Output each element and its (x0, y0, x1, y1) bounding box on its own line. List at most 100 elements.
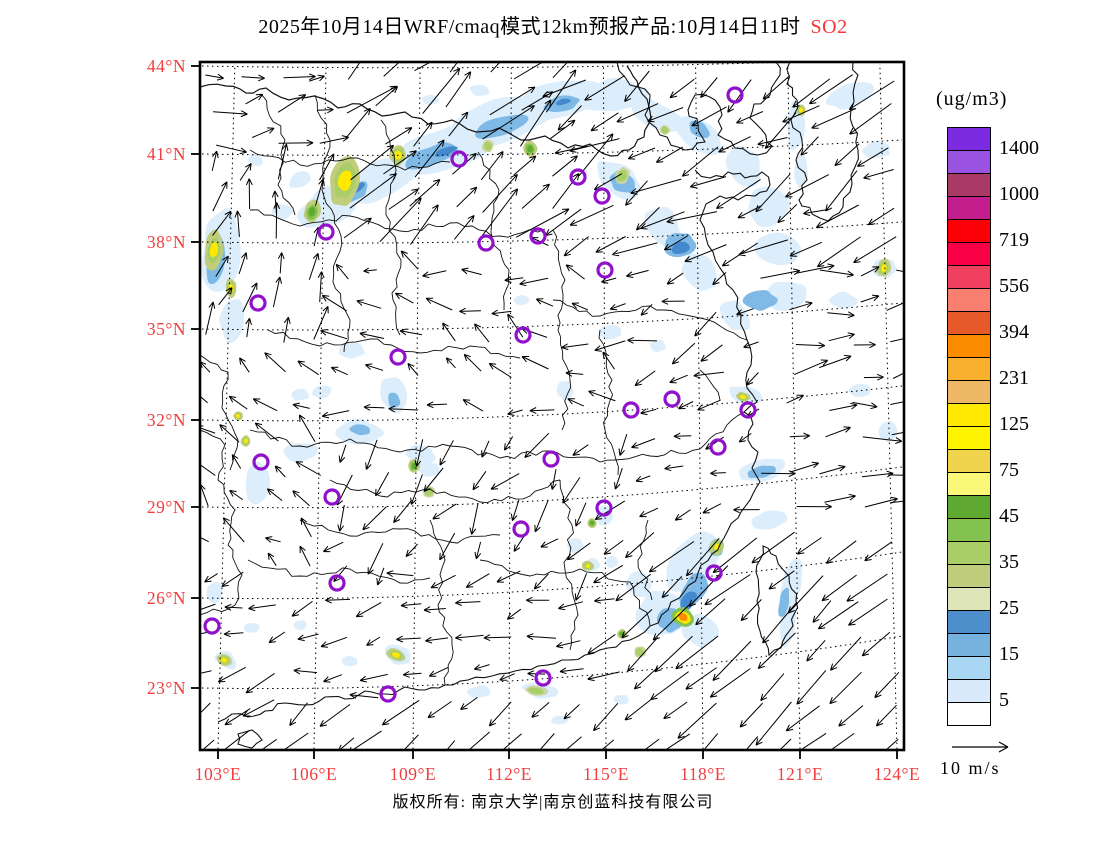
wind-arrow (691, 106, 727, 127)
wind-arrow (830, 636, 862, 671)
wind-arrow (333, 565, 348, 583)
so2-hotspot (426, 489, 432, 495)
page-title: 2025年10月14日WRF/cmaq模式12km预报产品:10月14日11时 S… (258, 10, 847, 39)
station-marker (512, 520, 530, 538)
wind-arrow (273, 202, 281, 239)
wind-arrow (473, 664, 490, 671)
so2-patch (469, 84, 490, 96)
wind-arrow (292, 490, 310, 507)
wind-arrow (677, 702, 717, 739)
latitude-gridline (201, 302, 903, 331)
wind-arrow (414, 62, 432, 72)
wind-arrow (542, 79, 586, 98)
wind-arrow (890, 401, 904, 405)
wind-arrow (733, 506, 760, 514)
so2-patch (625, 571, 652, 598)
wind-arrow (388, 188, 419, 210)
station-marker (203, 617, 221, 635)
wind-arrow (366, 636, 381, 646)
wind-arrow (313, 306, 329, 340)
wind-arrow (746, 372, 759, 386)
wind-arrow (459, 307, 481, 315)
wind-arrow (446, 740, 456, 750)
province-border (479, 559, 651, 627)
wind-arrow (231, 454, 242, 469)
wind-arrow (365, 439, 378, 470)
species-label: SO2 (810, 16, 848, 38)
wind-arrow (829, 671, 862, 705)
wind-arrow (319, 153, 335, 181)
legend-swatch (947, 426, 991, 450)
wind-arrow (439, 532, 456, 561)
wind-arrow (794, 359, 829, 376)
wind-arrow (407, 362, 419, 376)
wind-arrow (569, 138, 620, 153)
wind-scale-arrow (952, 741, 1009, 753)
wind-arrow (224, 708, 251, 726)
wind-arrow (211, 150, 219, 171)
province-border (637, 519, 653, 601)
wind-arrow (715, 178, 761, 209)
axis-labels: 44°N 41°N 38°N 35°N 32°N 29°N 26°N 23°N 103°E 106… (147, 56, 920, 784)
legend-swatch (947, 196, 991, 220)
wind-arrow (821, 574, 857, 602)
wind-arrow (663, 235, 688, 251)
wind-arrow (848, 598, 888, 626)
wind-arrow (212, 110, 248, 118)
wind-arrow (794, 732, 827, 750)
wind-arrow (264, 352, 286, 373)
wind-arrow (468, 731, 490, 750)
station-marker (379, 685, 397, 703)
wind-arrow (578, 133, 614, 177)
legend-swatch (947, 288, 991, 312)
wind-arrow (705, 436, 724, 450)
province-border (552, 229, 572, 431)
wind-arrow (885, 738, 899, 750)
so2-patch (206, 582, 223, 603)
wind-arrow (463, 353, 482, 372)
wind-arrow (200, 464, 216, 476)
wind-arrow (221, 571, 244, 587)
wind-arrow (481, 440, 490, 458)
wind-arrow (430, 574, 456, 589)
wind-arrow (789, 241, 823, 257)
wind-arrow (815, 204, 859, 228)
wind-arrow (531, 702, 550, 718)
wind-arrow (655, 146, 683, 163)
wind-arrow (425, 636, 449, 644)
wind-arrow (615, 573, 651, 602)
so2-patch (613, 695, 629, 705)
station-marker (595, 499, 613, 517)
wind-arrow (572, 444, 589, 456)
wind-arrow (654, 635, 693, 673)
wind-arrow (624, 698, 653, 721)
wind-arrow (362, 506, 387, 531)
wind-arrow (853, 236, 897, 264)
wind-arrow (414, 139, 445, 178)
so2-patch (719, 300, 750, 331)
wind-arrow (584, 75, 625, 101)
wind-arrow (248, 604, 276, 612)
wind-arrow (245, 317, 252, 338)
wind-arrow (422, 270, 447, 279)
wind-arrow (856, 147, 889, 167)
legend-swatch (947, 357, 991, 381)
wind-arrow (709, 668, 751, 698)
wind-arrow (490, 62, 501, 73)
wind-arrow (545, 69, 577, 113)
station-markers (203, 86, 757, 703)
wind-arrow (609, 303, 626, 311)
wind-arrow (337, 504, 345, 532)
legend-swatch (947, 150, 991, 174)
wind-arrow (461, 267, 482, 276)
wind-arrow (777, 204, 798, 224)
wind-arrow (539, 733, 555, 750)
wind-arrow (218, 287, 233, 306)
wind-arrow (569, 204, 614, 226)
wind-arrow (712, 272, 727, 286)
wind-arrow (355, 601, 382, 618)
wind-arrow (796, 670, 827, 705)
wind-arrow (277, 143, 289, 180)
so2-hotspot (637, 649, 643, 655)
so2-hotspot (244, 438, 249, 444)
